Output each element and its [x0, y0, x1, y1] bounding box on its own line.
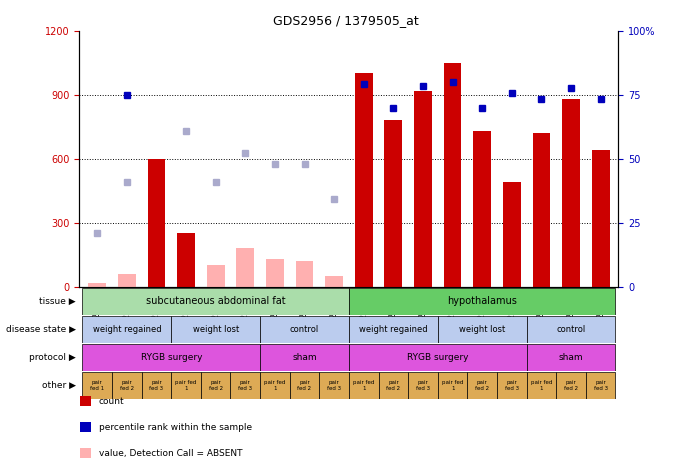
Text: pair fed
1: pair fed 1 — [442, 380, 463, 391]
Text: RYGB surgery: RYGB surgery — [407, 353, 468, 362]
Text: count: count — [99, 397, 124, 405]
Bar — [349, 372, 379, 399]
Text: pair
fed 2: pair fed 2 — [209, 380, 223, 391]
Bar — [142, 372, 171, 399]
Bar — [171, 316, 260, 343]
Text: weight lost: weight lost — [193, 325, 239, 334]
Bar — [82, 372, 112, 399]
Text: control: control — [290, 325, 319, 334]
Text: sham: sham — [559, 353, 583, 362]
Bar — [533, 133, 550, 287]
Bar — [349, 344, 527, 371]
Text: pair
fed 3: pair fed 3 — [149, 380, 164, 391]
Text: protocol ▶: protocol ▶ — [29, 353, 76, 362]
Text: weight regained: weight regained — [93, 325, 161, 334]
Bar — [82, 316, 171, 343]
Text: value, Detection Call = ABSENT: value, Detection Call = ABSENT — [99, 449, 243, 457]
Text: pair fed
1: pair fed 1 — [531, 380, 552, 391]
Text: pair
fed 2: pair fed 2 — [564, 380, 578, 391]
Text: other ▶: other ▶ — [42, 381, 76, 390]
Text: weight lost: weight lost — [459, 325, 505, 334]
Text: disease state ▶: disease state ▶ — [6, 325, 76, 334]
Text: pair
fed 2: pair fed 2 — [297, 380, 312, 391]
Text: tissue ▶: tissue ▶ — [39, 297, 76, 306]
Bar — [438, 372, 467, 399]
Bar — [527, 344, 616, 371]
Text: pair
fed 1: pair fed 1 — [90, 380, 104, 391]
Bar — [82, 288, 349, 315]
Bar — [112, 372, 142, 399]
Bar — [88, 283, 106, 287]
Bar — [80, 422, 91, 431]
Bar — [527, 316, 616, 343]
Bar — [266, 259, 284, 287]
Bar — [325, 276, 343, 287]
Text: pair
fed 2: pair fed 2 — [386, 380, 401, 391]
Bar — [349, 316, 438, 343]
Bar — [171, 372, 201, 399]
Bar — [118, 274, 135, 287]
Bar — [201, 372, 231, 399]
Bar — [379, 372, 408, 399]
Bar — [562, 99, 580, 287]
Text: pair fed
1: pair fed 1 — [264, 380, 285, 391]
Bar — [503, 182, 521, 287]
Bar — [414, 91, 432, 287]
Text: percentile rank within the sample: percentile rank within the sample — [99, 423, 252, 431]
Bar — [355, 73, 372, 287]
Text: sham: sham — [292, 353, 317, 362]
Bar — [260, 372, 290, 399]
Bar — [296, 261, 314, 287]
Text: RYGB surgery: RYGB surgery — [140, 353, 202, 362]
Bar — [556, 372, 586, 399]
Text: pair
fed 2: pair fed 2 — [475, 380, 489, 391]
Bar — [319, 372, 349, 399]
Text: pair
fed 3: pair fed 3 — [238, 380, 252, 391]
Bar — [438, 316, 527, 343]
Bar — [207, 265, 225, 287]
Bar — [591, 150, 609, 287]
Bar — [527, 372, 556, 399]
Bar — [408, 372, 438, 399]
Bar — [260, 344, 349, 371]
Bar — [231, 372, 260, 399]
Text: GDS2956 / 1379505_at: GDS2956 / 1379505_at — [273, 14, 418, 27]
Bar — [82, 344, 260, 371]
Bar — [148, 159, 165, 287]
Text: weight regained: weight regained — [359, 325, 428, 334]
Text: pair
fed 3: pair fed 3 — [416, 380, 430, 391]
Bar — [444, 63, 462, 287]
Text: subcutaneous abdominal fat: subcutaneous abdominal fat — [146, 296, 285, 306]
Bar — [586, 372, 616, 399]
Bar — [260, 316, 349, 343]
Text: pair fed
1: pair fed 1 — [353, 380, 375, 391]
Text: pair
fed 2: pair fed 2 — [120, 380, 134, 391]
Text: hypothalamus: hypothalamus — [447, 296, 517, 306]
Bar — [473, 131, 491, 287]
Bar — [467, 372, 497, 399]
Bar — [80, 396, 91, 406]
Text: control: control — [556, 325, 586, 334]
Text: pair fed
1: pair fed 1 — [176, 380, 197, 391]
Text: pair
fed 3: pair fed 3 — [594, 380, 608, 391]
Bar — [384, 120, 402, 287]
Bar — [177, 234, 195, 287]
Bar — [290, 372, 319, 399]
Text: pair
fed 3: pair fed 3 — [504, 380, 519, 391]
Bar — [497, 372, 527, 399]
Bar — [349, 288, 616, 315]
Bar — [80, 448, 91, 458]
Text: pair
fed 3: pair fed 3 — [327, 380, 341, 391]
Bar — [236, 248, 254, 287]
